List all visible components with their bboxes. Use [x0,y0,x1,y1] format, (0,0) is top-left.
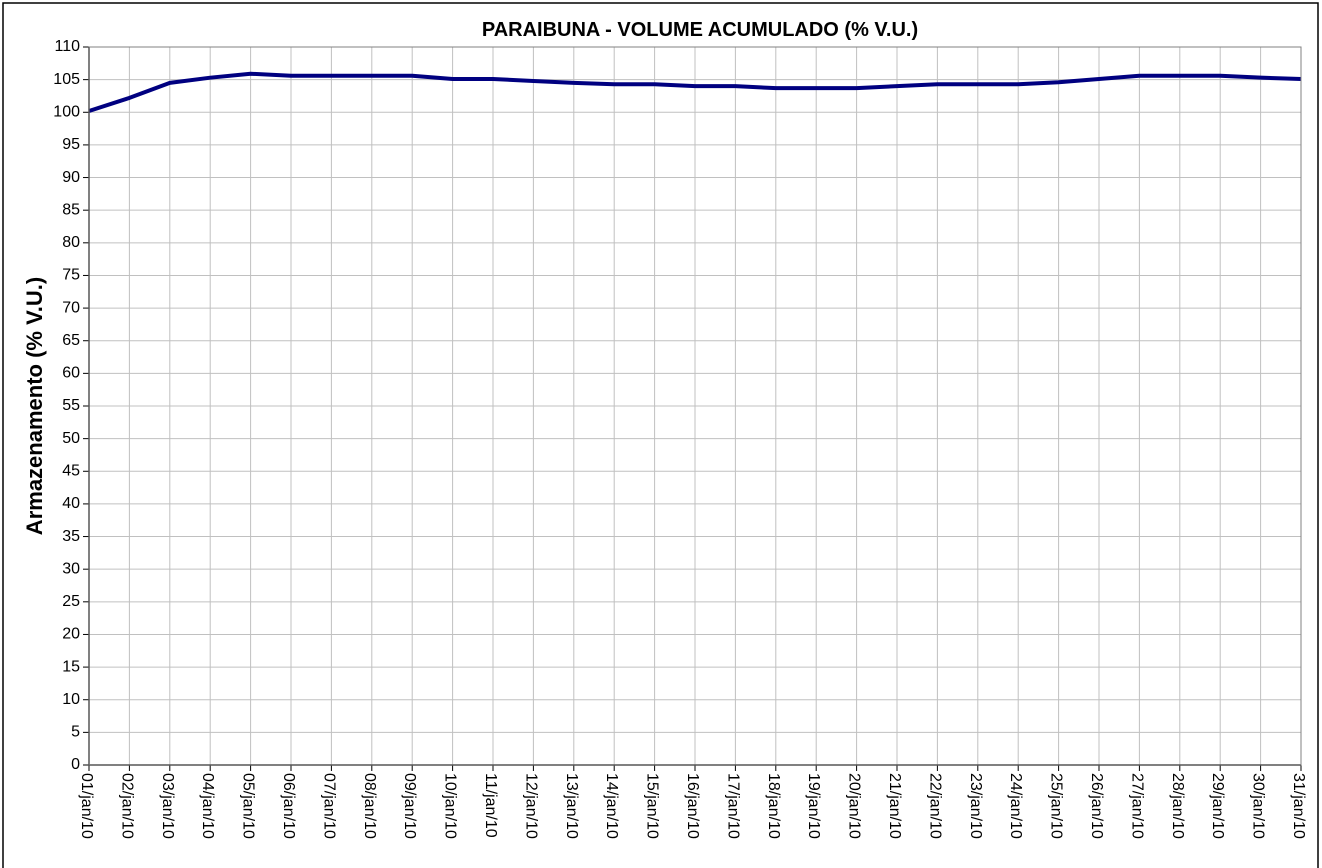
y-tick-label: 105 [53,71,80,88]
y-tick-label: 15 [62,658,80,675]
y-tick-label: 90 [62,169,80,186]
y-tick-label: 45 [62,462,80,479]
x-tick-label: 06/jan/10 [280,773,297,839]
y-tick-label: 110 [54,38,80,55]
y-tick-label: 80 [62,234,80,251]
y-tick-label: 5 [71,724,80,741]
y-tick-label: 30 [62,560,80,577]
y-tick-label: 35 [62,528,80,545]
y-tick-label: 85 [62,201,80,218]
x-tick-label: 26/jan/10 [1088,773,1105,839]
y-tick-label: 100 [53,103,80,120]
x-tick-label: 08/jan/10 [361,773,378,839]
x-tick-label: 21/jan/10 [886,773,903,839]
x-tick-label: 12/jan/10 [522,773,539,839]
x-tick-label: 10/jan/10 [442,773,459,839]
x-tick-label: 27/jan/10 [1128,773,1145,839]
x-tick-label: 31/jan/10 [1290,773,1307,839]
x-tick-label: 03/jan/10 [159,773,176,839]
y-tick-label: 10 [62,691,80,708]
y-tick-label: 40 [62,495,80,512]
y-tick-label: 25 [62,593,80,610]
x-tick-label: 24/jan/10 [1007,773,1024,839]
x-tick-label: 25/jan/10 [1048,773,1065,839]
x-tick-label: 02/jan/10 [118,773,135,839]
x-tick-label: 17/jan/10 [724,773,741,839]
y-tick-label: 70 [62,299,80,316]
y-tick-label: 75 [62,267,80,284]
y-tick-label: 65 [62,332,80,349]
x-tick-label: 07/jan/10 [320,773,337,839]
x-tick-label: 19/jan/10 [805,773,822,839]
x-tick-label: 18/jan/10 [765,773,782,839]
x-tick-label: 15/jan/10 [644,773,661,839]
y-tick-label: 55 [62,397,80,414]
x-tick-label: 01/jan/10 [78,773,95,839]
x-tick-label: 09/jan/10 [401,773,418,839]
y-tick-label: 50 [62,430,80,447]
y-tick-label: 20 [62,626,80,643]
x-tick-label: 20/jan/10 [846,773,863,839]
x-tick-label: 04/jan/10 [199,773,216,839]
x-tick-label: 22/jan/10 [926,773,943,839]
y-tick-label: 60 [62,365,80,382]
y-tick-label: 0 [71,756,80,773]
plot-frame [88,46,1302,766]
x-tick-label: 29/jan/10 [1209,773,1226,839]
x-tick-label: 23/jan/10 [967,773,984,839]
x-tick-label: 13/jan/10 [563,773,580,839]
line [88,71,1302,113]
x-tick-label: 05/jan/10 [240,773,257,839]
y-axis-label: Armazenamento (% V.U.) [22,277,47,535]
chart-title: PARAIBUNA - VOLUME ACUMULADO (% V.U.) [482,19,918,41]
x-tick-label: 30/jan/10 [1250,773,1267,839]
x-tick-label: 28/jan/10 [1169,773,1186,839]
plot [88,71,1302,113]
y-tick-label: 95 [62,136,80,153]
x-tick-label: 11/jan/10 [482,773,499,838]
x-tick-label: 16/jan/10 [684,773,701,839]
x-tick-label: 14/jan/10 [603,773,620,839]
